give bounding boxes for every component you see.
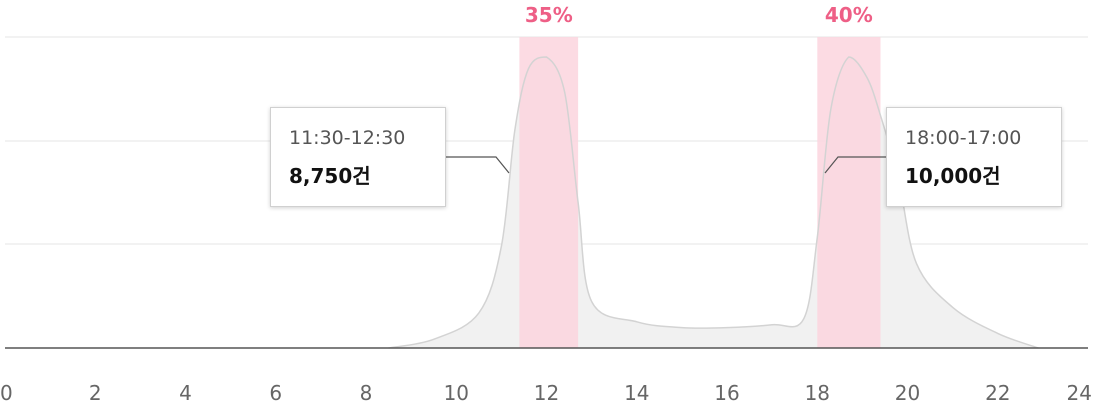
- callout-lunch-peak: 11:30-12:30 8,750건: [270, 107, 446, 207]
- x-tick-label: 6: [269, 381, 282, 405]
- callout-evening-peak: 18:00-17:00 10,000건: [886, 107, 1062, 207]
- x-tick-label: 18: [805, 381, 830, 405]
- highlight-band: [817, 37, 881, 348]
- callout-leader-right: [824, 156, 886, 174]
- x-tick-label: 10: [444, 381, 469, 405]
- peak-percent-label: 40%: [825, 3, 873, 27]
- x-tick-label: 22: [985, 381, 1010, 405]
- x-tick-label: 16: [714, 381, 739, 405]
- callout-leader-left: [446, 156, 510, 174]
- x-tick-label: 20: [895, 381, 920, 405]
- x-tick-label: 24: [1067, 381, 1092, 405]
- x-tick-label: 8: [360, 381, 373, 405]
- x-tick-label: 2: [89, 381, 102, 405]
- highlight-band: [519, 37, 579, 348]
- callout-count-label: 8,750건: [289, 164, 371, 188]
- peak-percent-label: 35%: [525, 3, 573, 27]
- callout-range-label: 11:30-12:30: [289, 127, 406, 149]
- callout-range-label: 18:00-17:00: [905, 127, 1022, 149]
- x-tick-label: 12: [534, 381, 559, 405]
- x-tick-label: 4: [179, 381, 192, 405]
- callout-count-label: 10,000건: [905, 164, 1001, 188]
- x-tick-label: 0: [0, 381, 13, 405]
- x-tick-label: 14: [624, 381, 649, 405]
